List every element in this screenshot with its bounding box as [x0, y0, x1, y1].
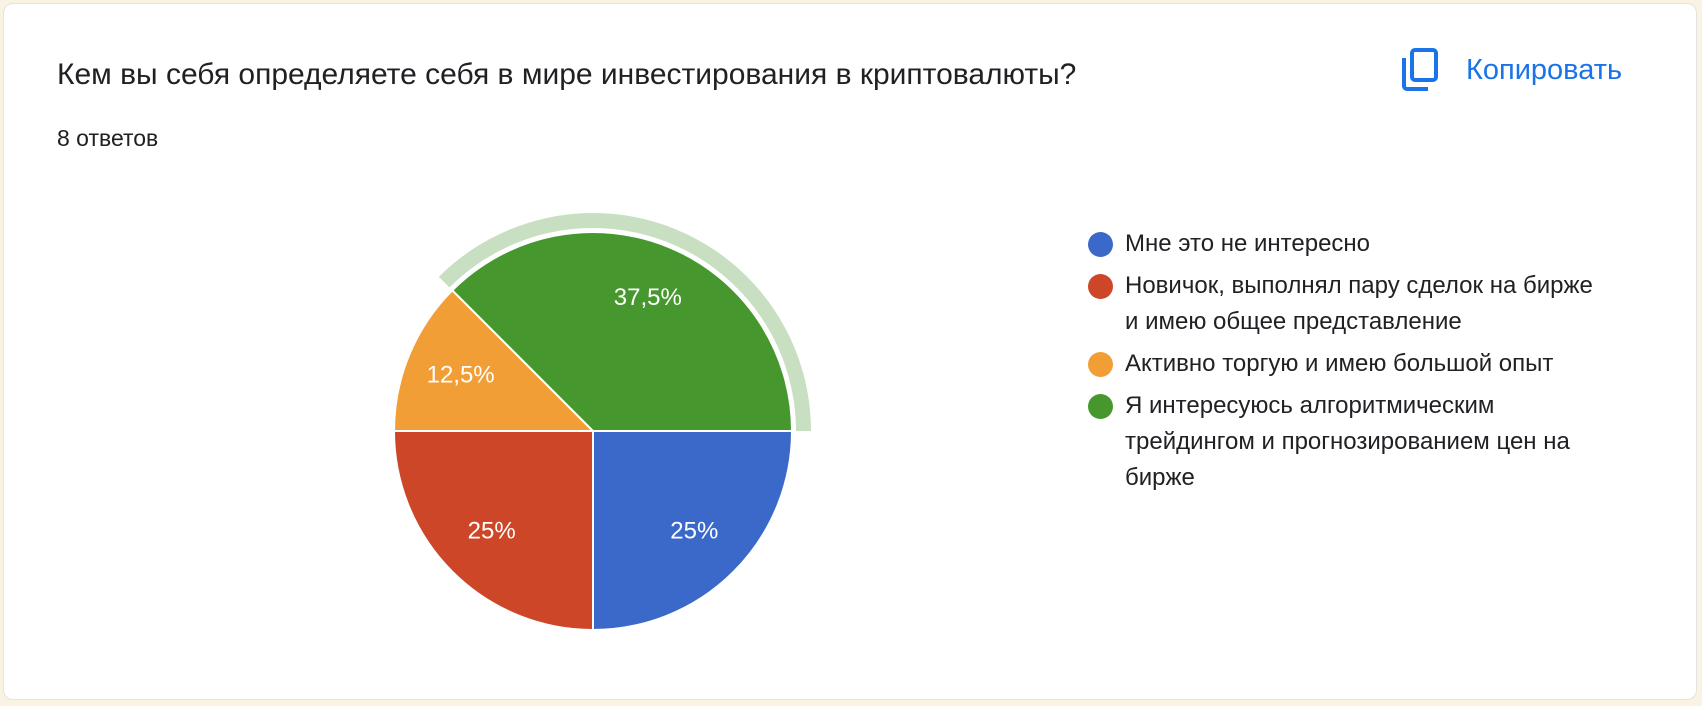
- legend-label: Новичок, выполнял пару сделок на бирже и…: [1125, 272, 1593, 335]
- legend-item: Мне это не интересно: [1088, 226, 1608, 262]
- slice-label: 25%: [468, 518, 516, 545]
- legend-item: Новичок, выполнял пару сделок на бирже и…: [1088, 268, 1608, 340]
- legend-swatch: [1088, 394, 1113, 419]
- pie-slice: [450, 231, 794, 432]
- slice-label: 12,5%: [427, 362, 495, 389]
- legend-swatch: [1088, 352, 1113, 377]
- slice-label: 37,5%: [614, 284, 682, 311]
- pie-slice: [592, 430, 794, 632]
- question-title: Кем вы себя определяете себя в мире инве…: [57, 58, 1077, 91]
- pie-chart: 25% 25% 12,5% 37,5%: [392, 213, 811, 632]
- legend-label: Активно торгую и имею большой опыт: [1125, 350, 1554, 377]
- slice-label: 25%: [670, 518, 718, 545]
- pie-slice: [392, 288, 596, 432]
- slice-highlight: [438, 213, 811, 431]
- legend-label: Мне это не интересно: [1125, 230, 1371, 257]
- legend-swatch: [1088, 232, 1113, 257]
- legend-swatch: [1088, 274, 1113, 299]
- legend-label: Я интересуюсь алгоритмическим трейдингом…: [1125, 392, 1570, 491]
- copy-button[interactable]: Копировать: [1400, 48, 1622, 92]
- legend-item: Я интересуюсь алгоритмическим трейдингом…: [1088, 388, 1608, 496]
- legend-item: Активно торгую и имею большой опыт: [1088, 346, 1608, 382]
- pie-slice: [392, 430, 594, 632]
- card: Кем вы себя определяете себя в мире инве…: [3, 3, 1697, 700]
- copy-icon: [1402, 48, 1438, 91]
- legend: Мне это не интересно Новичок, выполнял па…: [1088, 226, 1608, 502]
- copy-label[interactable]: Копировать: [1466, 53, 1623, 86]
- response-count: 8 ответов: [57, 125, 159, 151]
